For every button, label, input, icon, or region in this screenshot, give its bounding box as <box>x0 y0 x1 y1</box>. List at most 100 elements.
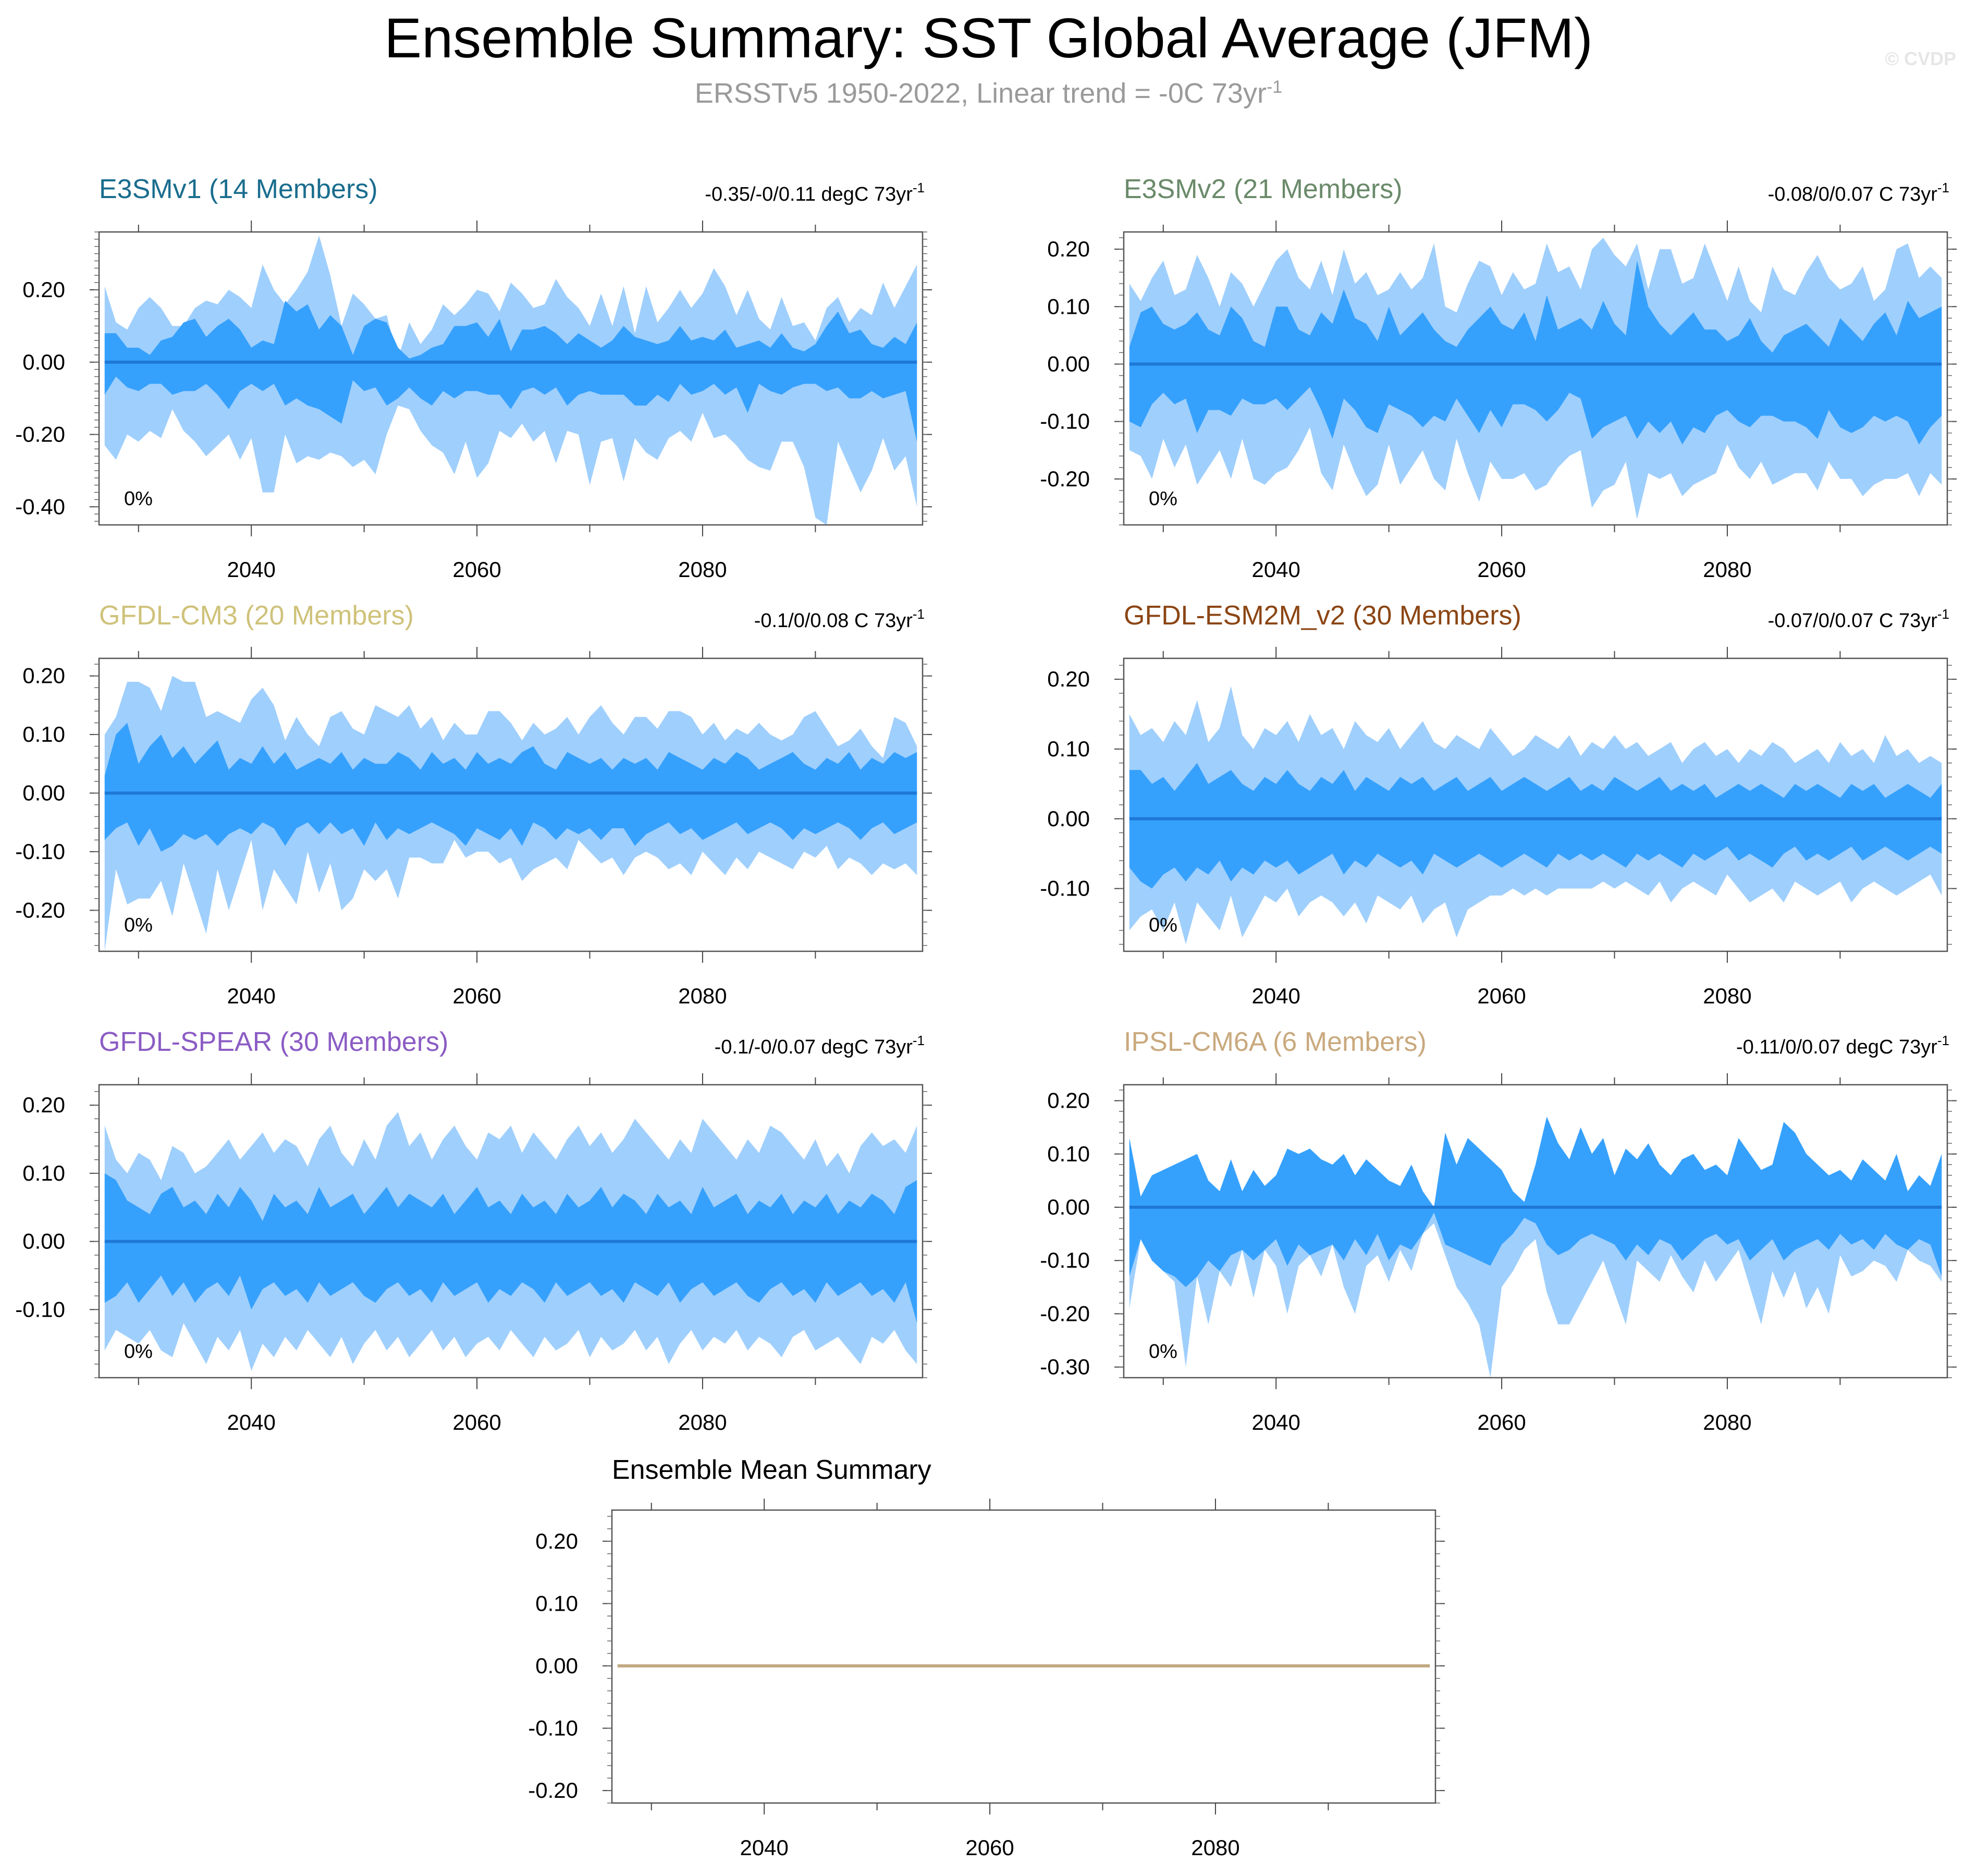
percent-label: 0% <box>1149 488 1177 510</box>
trend-text: -0.35/-0/0.11 degC 73yr <box>705 183 913 205</box>
plot-area <box>1129 1117 1942 1378</box>
trend-exponent: -1 <box>1937 606 1949 622</box>
trend-text: -0.1/0/0.08 C 73yr <box>754 610 913 632</box>
y-tick-label: 0.20 <box>1047 237 1090 261</box>
y-tick-label: -0.20 <box>15 898 65 922</box>
percent-label: 0% <box>124 914 153 936</box>
x-tick-label: 2040 <box>227 557 275 582</box>
plot-area <box>1129 686 1942 945</box>
plot-frame <box>98 231 924 526</box>
inner-band-10-90 <box>104 300 917 442</box>
chart-title: IPSL-CM6A (6 Members) <box>1124 1027 1427 1057</box>
percent-label: 0% <box>1149 914 1177 936</box>
y-tick-label: 0.00 <box>1047 351 1090 376</box>
x-tick-label: 2040 <box>1251 557 1300 582</box>
inner-band-10-90 <box>1129 763 1942 889</box>
chart-panel-2: E3SMv2 (21 Members) -0.08/0/0.07 C 73yr-1… <box>1040 174 1957 582</box>
chart-panel-3: GFDL-CM3 (20 Members) -0.1/0/0.08 C 73yr-… <box>15 600 932 1008</box>
y-tick-label: -0.20 <box>528 1778 578 1803</box>
trend-exponent: -1 <box>1937 1033 1949 1048</box>
x-tick-label: 2060 <box>1477 557 1526 582</box>
plot-area <box>104 235 917 525</box>
y-tick-label: 0.00 <box>22 350 65 374</box>
x-tick-label: 2040 <box>227 1410 275 1434</box>
trend-label: -0.08/0/0.07 C 73yr-1 <box>1768 180 1949 205</box>
y-tick-label: 0.10 <box>535 1591 578 1615</box>
chart-title: GFDL-CM3 (20 Members) <box>99 600 414 631</box>
x-tick-label: 2080 <box>1703 1410 1751 1434</box>
y-tick-label: 0.00 <box>22 1229 65 1254</box>
y-tick-label: 0.20 <box>22 1093 65 1117</box>
y-tick-label: 0.00 <box>22 781 65 805</box>
y-tick-label: 0.10 <box>22 722 65 746</box>
trend-exponent: -1 <box>913 1033 925 1048</box>
trend-exponent: -1 <box>913 180 925 195</box>
y-tick-label: -0.10 <box>1040 876 1090 901</box>
inner-band-10-90 <box>104 722 917 852</box>
x-tick-label: 2080 <box>678 557 727 582</box>
cvdp-watermark: © CVDP <box>1885 48 1956 69</box>
plot-area <box>1129 238 1942 519</box>
y-tick-label: -0.10 <box>1040 1248 1090 1272</box>
x-tick-label: 2040 <box>740 1835 788 1860</box>
y-tick-label: -0.10 <box>15 1297 65 1321</box>
plot-frame <box>98 1084 924 1379</box>
plot-frame <box>611 1509 1436 1804</box>
trend-text: -0.1/-0/0.07 degC 73yr <box>715 1036 913 1058</box>
percent-label: 0% <box>1149 1341 1177 1363</box>
x-tick-label: 2060 <box>965 1835 1014 1860</box>
trend-label: -0.35/-0/0.11 degC 73yr-1 <box>705 180 925 205</box>
x-tick-label: 2060 <box>452 557 501 582</box>
trend-text: -0.08/0/0.07 C 73yr <box>1768 183 1938 205</box>
plot-frame <box>1123 231 1948 526</box>
x-tick-label: 2060 <box>1477 1410 1526 1434</box>
y-tick-label: 0.20 <box>1047 667 1090 691</box>
y-tick-label: -0.10 <box>1040 409 1090 434</box>
x-tick-label: 2080 <box>1703 984 1751 1008</box>
percent-label: 0% <box>124 1341 153 1363</box>
trend-label: -0.07/0/0.07 C 73yr-1 <box>1768 606 1949 632</box>
x-tick-label: 2080 <box>1703 557 1751 582</box>
trend-text: -0.07/0/0.07 C 73yr <box>1768 610 1938 632</box>
chart-panel-6: IPSL-CM6A (6 Members) -0.11/0/0.07 degC 7… <box>1040 1027 1957 1434</box>
y-tick-label: 0.00 <box>1047 806 1090 831</box>
y-tick-label: -0.10 <box>528 1716 578 1740</box>
y-tick-label: 0.10 <box>1047 1142 1090 1166</box>
page-title: Ensemble Summary: SST Global Average (JF… <box>384 6 1593 69</box>
y-tick-label: -0.20 <box>15 422 65 447</box>
chart-title: GFDL-ESM2M_v2 (30 Members) <box>1124 600 1521 631</box>
subtitle-exponent: -1 <box>1266 77 1283 97</box>
x-tick-label: 2060 <box>452 984 501 1008</box>
x-tick-label: 2060 <box>1477 984 1526 1008</box>
x-tick-label: 2040 <box>1251 1410 1300 1434</box>
y-tick-label: 0.20 <box>22 664 65 688</box>
trend-exponent: -1 <box>913 606 925 622</box>
trend-exponent: -1 <box>1937 180 1949 195</box>
x-tick-label: 2080 <box>678 984 727 1008</box>
y-tick-label: -0.20 <box>1040 467 1090 491</box>
chart-title: E3SMv2 (21 Members) <box>1124 174 1403 204</box>
y-tick-label: 0.20 <box>1047 1088 1090 1113</box>
chart-panel-7: Ensemble Mean Summary 0.20 0.10 0.00 -0.10 -0… <box>528 1455 1445 1860</box>
plot-area <box>104 1112 917 1371</box>
x-tick-label: 2040 <box>227 984 275 1008</box>
inner-band-10-90 <box>1129 1117 1942 1288</box>
y-tick-label: -0.20 <box>1040 1301 1090 1326</box>
trend-text: -0.11/0/0.07 degC 73yr <box>1736 1036 1937 1058</box>
chart-title: GFDL-SPEAR (30 Members) <box>99 1027 448 1057</box>
y-tick-label: 0.10 <box>22 1161 65 1185</box>
chart-title: Ensemble Mean Summary <box>612 1455 931 1485</box>
y-tick-label: -0.30 <box>1040 1355 1090 1379</box>
plot-frame <box>1123 1084 1948 1379</box>
x-tick-label: 2040 <box>1251 984 1300 1008</box>
trend-label: -0.1/0/0.08 C 73yr-1 <box>754 606 925 632</box>
x-tick-label: 2060 <box>452 1410 501 1434</box>
y-tick-label: -0.10 <box>15 839 65 864</box>
trend-label: -0.1/-0/0.07 degC 73yr-1 <box>715 1033 925 1058</box>
y-tick-label: -0.40 <box>15 494 65 519</box>
y-tick-label: 0.10 <box>1047 294 1090 318</box>
chart-panel-4: GFDL-ESM2M_v2 (30 Members) -0.07/0/0.07 C… <box>1040 600 1957 1008</box>
plot-area <box>104 676 917 951</box>
y-tick-label: 0.20 <box>22 277 65 302</box>
